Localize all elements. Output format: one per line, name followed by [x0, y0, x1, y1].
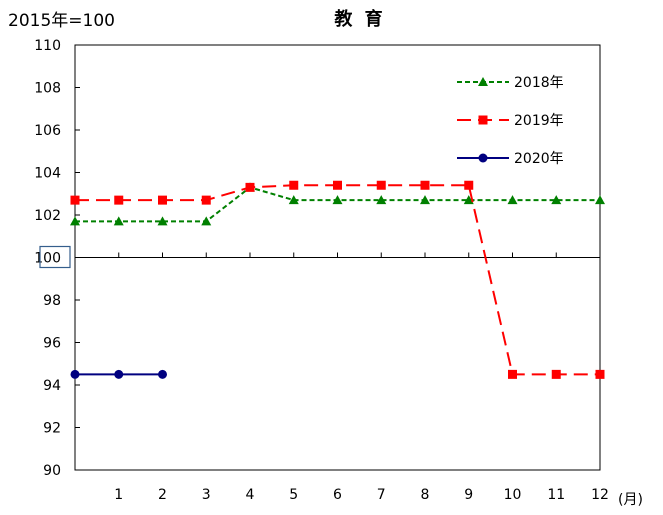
- x-tick-label: 4: [246, 487, 255, 503]
- data-point: [376, 180, 386, 190]
- x-tick-label: 3: [202, 487, 211, 503]
- x-axis-label: (月): [618, 492, 643, 508]
- data-point: [595, 195, 605, 205]
- data-point: [507, 195, 518, 205]
- data-point: [289, 180, 299, 190]
- data-point: [595, 369, 605, 379]
- y-tick-label: 102: [34, 208, 61, 224]
- data-point: [551, 369, 561, 379]
- legend-item: 2020年: [457, 151, 564, 167]
- data-point: [158, 369, 167, 379]
- x-tick-label: 6: [333, 487, 342, 503]
- y-tick-label: 96: [43, 336, 61, 352]
- data-point: [70, 369, 80, 379]
- y-tick-label: 98: [43, 293, 61, 309]
- y-tick-label: 90: [43, 463, 61, 479]
- legend-label: 2020年: [514, 151, 564, 167]
- data-point: [288, 195, 299, 205]
- y-tick-label: 100: [34, 251, 61, 267]
- legend-label: 2019年: [514, 113, 564, 129]
- data-point: [376, 195, 387, 205]
- data-point: [114, 195, 124, 205]
- data-point: [332, 195, 343, 205]
- x-tick-label: 2: [158, 487, 167, 503]
- data-point: [420, 195, 430, 205]
- y-tick-label: 110: [34, 38, 61, 54]
- baseline-label-box: [39, 245, 71, 269]
- data-point: [201, 195, 211, 205]
- y-tick-label: 92: [43, 421, 61, 437]
- y-tick-label: 104: [34, 166, 61, 182]
- y-tick-label: 106: [34, 123, 61, 139]
- y-tick-label: 94: [43, 378, 61, 394]
- data-point: [333, 180, 342, 190]
- x-tick-label: 8: [421, 487, 430, 503]
- data-point: [420, 180, 430, 190]
- data-point: [158, 195, 167, 205]
- x-tick-label: 11: [547, 487, 565, 503]
- x-tick-label: 10: [504, 487, 522, 503]
- data-point: [551, 195, 562, 205]
- chart-title: 教 育: [334, 9, 386, 30]
- data-point: [508, 369, 517, 379]
- data-point: [70, 195, 80, 205]
- series-2019年: [70, 180, 605, 379]
- data-point: [201, 216, 212, 226]
- series-2020年: [70, 369, 167, 379]
- data-point: [157, 216, 168, 226]
- data-point: [114, 369, 124, 379]
- x-tick-label: 1: [114, 487, 123, 503]
- legend-marker: [478, 115, 488, 125]
- data-point: [463, 195, 474, 205]
- legend-item: 2019年: [457, 113, 564, 129]
- x-tick-label: 12: [591, 487, 609, 503]
- legend-marker: [478, 153, 488, 163]
- y-tick-label: 108: [34, 81, 61, 97]
- x-tick-label: 5: [289, 487, 298, 503]
- legend-label: 2018年: [514, 75, 564, 91]
- unit-note: 2015年=100: [8, 11, 115, 31]
- data-point: [113, 216, 124, 226]
- legend-item: 2018年: [457, 75, 564, 91]
- data-point: [245, 182, 255, 192]
- x-tick-label: 7: [377, 487, 386, 503]
- legend-marker: [478, 77, 488, 86]
- data-point: [70, 216, 80, 226]
- x-tick-label: 9: [464, 487, 473, 503]
- data-point: [464, 180, 474, 190]
